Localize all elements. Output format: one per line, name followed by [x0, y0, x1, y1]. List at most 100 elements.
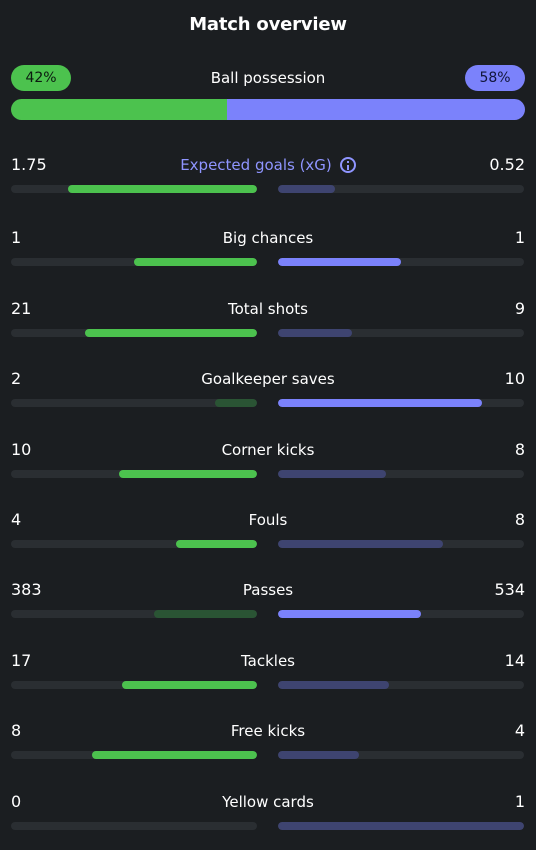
stat-label-wrap: Free kicks: [11, 720, 525, 742]
home-stat-bar: [11, 329, 257, 337]
away-possession-badge: 58%: [465, 65, 525, 91]
stat-label-wrap[interactable]: Expected goals (xG): [11, 154, 525, 176]
away-possession-segment: [226, 99, 525, 120]
away-stat-bar: [278, 329, 524, 337]
stat-values: 10 Corner kicks 8: [11, 439, 525, 461]
home-stat-value: 10: [11, 440, 32, 459]
away-stat-bar: [278, 470, 524, 478]
away-stat-fill: [278, 822, 524, 830]
stat-label-wrap: Fouls: [11, 509, 525, 531]
home-stat-value: 2: [11, 369, 22, 388]
away-stat-value: 9: [514, 299, 525, 318]
home-stat-bar: [11, 470, 257, 478]
stat-values: 21 Total shots 9: [11, 298, 525, 320]
home-stat-fill: [215, 399, 257, 407]
away-stat-fill: [278, 610, 421, 618]
away-stat-fill: [278, 258, 401, 266]
stat-label-wrap: Corner kicks: [11, 439, 525, 461]
stat-values: 4 Fouls 8: [11, 509, 525, 531]
home-stat-bar: [11, 258, 257, 266]
home-stat-fill: [134, 258, 257, 266]
possession-bar: [11, 99, 525, 120]
home-stat-fill: [153, 610, 257, 618]
away-stat-bar: [278, 610, 524, 618]
away-stat-fill: [278, 681, 389, 689]
stat-row: 21 Total shots 9: [11, 298, 525, 338]
stat-row: 4 Fouls 8: [11, 509, 525, 549]
stat-values: 8 Free kicks 4: [11, 720, 525, 742]
away-stat-bar: [278, 681, 524, 689]
home-stat-bar: [11, 681, 257, 689]
stat-label: Total shots: [228, 300, 308, 318]
away-stat-value: 8: [514, 440, 525, 459]
stat-row: 8 Free kicks 4: [11, 720, 525, 760]
stat-values: 383 Passes 534: [11, 579, 525, 601]
stat-label: Corner kicks: [221, 441, 315, 459]
home-stat-value: 383: [11, 580, 42, 599]
home-stat-fill: [92, 751, 257, 759]
away-stat-bar: [278, 751, 524, 759]
page-title: Match overview: [189, 14, 347, 35]
stat-label: Goalkeeper saves: [201, 370, 335, 388]
away-stat-bar: [278, 822, 524, 830]
home-stat-bar: [11, 822, 257, 830]
stat-row: 1.75 Expected goals (xG) 0.52: [11, 154, 525, 194]
stat-label: Passes: [242, 581, 294, 599]
stat-values: 2 Goalkeeper saves 10: [11, 368, 525, 390]
away-stat-value: 8: [514, 510, 525, 529]
stat-label: Big chances: [222, 229, 314, 247]
home-stat-bar: [11, 399, 257, 407]
home-stat-value: 1.75: [11, 155, 47, 174]
home-stat-fill: [175, 540, 257, 548]
home-stat-bar: [11, 185, 257, 193]
possession-label: Ball possession: [210, 69, 326, 87]
stat-row: 0 Yellow cards 1: [11, 791, 525, 831]
away-stat-bar: [278, 540, 524, 548]
stat-label-wrap: Yellow cards: [11, 791, 525, 813]
info-icon[interactable]: [339, 157, 356, 173]
home-stat-value: 17: [11, 651, 32, 670]
stat-row: 1 Big chances 1: [11, 227, 525, 267]
ball-possession: Ball possession 42% 58%: [11, 65, 525, 121]
stat-values: 1 Big chances 1: [11, 227, 525, 249]
home-stat-value: 21: [11, 299, 32, 318]
home-stat-fill: [119, 470, 257, 478]
stat-label: Free kicks: [230, 722, 306, 740]
home-stat-fill: [121, 681, 257, 689]
stat-label: Fouls: [248, 511, 288, 529]
stat-label-wrap: Big chances: [11, 227, 525, 249]
away-stat-value: 10: [504, 369, 525, 388]
home-stat-fill: [84, 329, 257, 337]
away-stat-bar: [278, 258, 524, 266]
away-stat-value: 534: [494, 580, 525, 599]
stat-label: Expected goals (xG): [180, 156, 332, 174]
stat-label: Yellow cards: [222, 793, 314, 811]
stat-label-wrap: Total shots: [11, 298, 525, 320]
away-stat-bar: [278, 399, 524, 407]
away-stat-value: 1: [514, 228, 525, 247]
stat-label-wrap: Goalkeeper saves: [11, 368, 525, 390]
home-possession-segment: [11, 99, 227, 120]
stat-label-wrap: Tackles: [11, 650, 525, 672]
stat-row: 383 Passes 534: [11, 579, 525, 619]
away-stat-fill: [278, 399, 483, 407]
stat-values: 0 Yellow cards 1: [11, 791, 525, 813]
stat-label: Tackles: [240, 652, 296, 670]
stat-row: 17 Tackles 14: [11, 650, 525, 690]
away-stat-value: 14: [504, 651, 525, 670]
home-stat-value: 8: [11, 721, 22, 740]
stat-values: 17 Tackles 14: [11, 650, 525, 672]
away-stat-bar: [278, 185, 524, 193]
away-stat-value: 0.52: [489, 155, 525, 174]
home-stat-bar: [11, 610, 257, 618]
away-stat-fill: [278, 185, 335, 193]
home-stat-value: 0: [11, 792, 22, 811]
home-stat-value: 4: [11, 510, 22, 529]
away-stat-fill: [278, 540, 443, 548]
home-possession-badge: 42%: [11, 65, 71, 91]
away-stat-fill: [278, 470, 387, 478]
stat-values: 1.75 Expected goals (xG) 0.52: [11, 154, 525, 176]
home-stat-fill: [67, 185, 257, 193]
stat-row: 10 Corner kicks 8: [11, 439, 525, 479]
away-stat-fill: [278, 329, 352, 337]
